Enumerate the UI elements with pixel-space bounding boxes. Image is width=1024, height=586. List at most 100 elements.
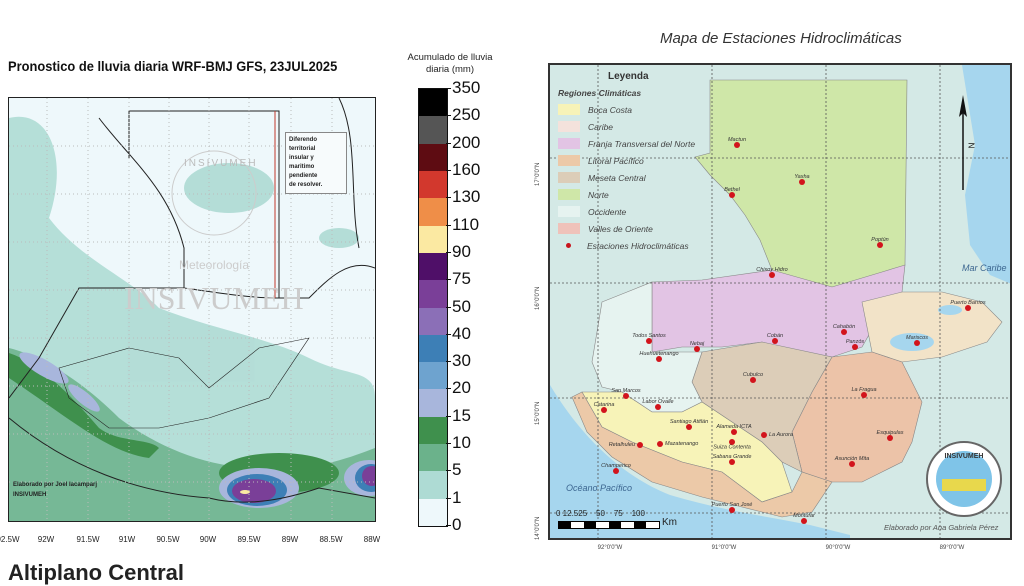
station-dot-icon	[566, 243, 571, 248]
station-marker[interactable]	[729, 459, 735, 465]
legend-item: Meseta Central	[558, 169, 695, 186]
station-marker[interactable]	[877, 242, 883, 248]
station-marker[interactable]	[841, 329, 847, 335]
colorbar-label: 75	[446, 269, 471, 289]
station-label: Retalhuleu	[608, 442, 635, 448]
station-marker[interactable]	[601, 407, 607, 413]
station-label: Montúfar	[793, 513, 815, 520]
station-marker[interactable]	[769, 272, 775, 278]
station-marker[interactable]	[729, 507, 735, 513]
station-marker[interactable]	[686, 424, 692, 430]
left-credit: Elaborado por Joel Iacamparj INSIVUMEH	[13, 480, 97, 500]
station-label: Poptún	[871, 237, 889, 244]
scale-ticks: 0 12.525 50 75 100	[556, 509, 645, 518]
legend-label: Norte	[588, 189, 609, 200]
station-label: Catarina	[593, 402, 615, 409]
colorbar-segment	[419, 444, 447, 472]
station-marker[interactable]	[801, 518, 807, 524]
colorbar-segment	[419, 198, 447, 226]
legend-item: Caribe	[558, 118, 695, 135]
regions-layer	[550, 65, 1010, 538]
station-marker[interactable]	[646, 338, 652, 344]
legend-swatch	[558, 206, 580, 217]
station-label: La Aurora	[769, 432, 793, 438]
note-line: maritimo	[289, 164, 315, 170]
legend-item: Boca Costa	[558, 101, 695, 118]
station-label: Panzós	[845, 339, 865, 346]
colorbar-label: 160	[445, 159, 481, 179]
legend-swatch	[558, 172, 580, 183]
station-label: Sabana Grande	[712, 454, 752, 461]
scale-unit: Km	[662, 517, 677, 528]
station-label: Todos Santos	[632, 333, 666, 340]
right-credit: Elaborado por Ana Gabriela Pérez	[884, 523, 999, 532]
station-marker[interactable]	[731, 429, 737, 435]
station-marker[interactable]	[799, 179, 805, 185]
colorbar-segment	[419, 334, 447, 363]
colorbar	[418, 88, 448, 527]
legend: Leyenda Regiones Climáticas Boca Costa Ca…	[558, 71, 695, 254]
station-marker[interactable]	[750, 377, 756, 383]
station-marker[interactable]	[637, 442, 643, 448]
station-marker[interactable]	[887, 435, 893, 441]
north-label: N	[966, 142, 976, 149]
rainfall-forecast-map: INSIVUMEH Meteorología INSIVUMEH Diferen…	[8, 97, 376, 522]
station-label: Cahabón	[832, 324, 856, 331]
colorbar-segment	[419, 416, 447, 445]
legend-label: Meseta Central	[588, 172, 646, 183]
sea-label-pacifico: Océano Pacífico	[566, 483, 633, 493]
colorbar-segment	[419, 143, 447, 171]
station-marker[interactable]	[729, 192, 735, 198]
colorbar-segment	[419, 116, 447, 144]
station-label: Suiza Contenta	[713, 444, 751, 451]
station-label: Labor Ovalle	[642, 399, 674, 406]
colorbar-segment	[419, 362, 447, 390]
station-marker[interactable]	[656, 356, 662, 362]
legend-swatch	[558, 223, 580, 234]
station-label: Nebaj	[689, 341, 705, 348]
credit-line: INSIVUMEH	[13, 492, 47, 498]
station-marker[interactable]	[852, 344, 858, 350]
colorbar-label: 90	[446, 241, 471, 261]
station-marker[interactable]	[623, 393, 629, 399]
forecast-title: Pronostico de lluvia diaria WRF-BMJ GFS,…	[8, 58, 338, 74]
station-marker[interactable]	[772, 338, 778, 344]
colorbar-segment	[419, 170, 447, 199]
x-tick: 88W	[363, 535, 381, 544]
colorbar-label: 0	[445, 515, 462, 534]
station-marker[interactable]	[694, 346, 700, 352]
watermark-sub: Meteorología	[179, 258, 250, 272]
lat-label: 14°0'0"N	[535, 516, 541, 540]
station-marker[interactable]	[657, 441, 663, 447]
scale-bar	[558, 521, 660, 529]
station-marker[interactable]	[861, 392, 867, 398]
colorbar-segment	[419, 280, 447, 308]
x-tick: 91W	[118, 535, 136, 544]
station-label: Alameda ICTA	[716, 424, 752, 431]
colorbar-title: Acumulado de lluvia diaria (mm)	[407, 52, 493, 75]
legend-label: Occidente	[588, 206, 627, 217]
colorbar-label: 40	[446, 323, 471, 343]
station-marker[interactable]	[734, 142, 740, 148]
station-marker[interactable]	[655, 404, 661, 410]
colorbar-segment	[419, 471, 447, 499]
x-tick: 91.5W	[76, 535, 100, 544]
legend-label: Valles de Oriente	[588, 223, 653, 234]
legend-item: Norte	[558, 186, 695, 203]
station-marker[interactable]	[613, 468, 619, 474]
station-marker[interactable]	[729, 439, 735, 445]
station-label: Puerto San José	[711, 502, 753, 509]
station-marker[interactable]	[965, 305, 971, 311]
station-label: Cobán	[766, 333, 784, 340]
lon-label: 91°0'0"W	[711, 545, 737, 551]
credit-line: Elaborado por Joel Iacamparj	[13, 482, 98, 488]
colorbar-label: 10	[446, 433, 471, 453]
legend-item-stations: Estaciones Hidroclimáticas	[558, 237, 695, 254]
station-marker[interactable]	[761, 432, 767, 438]
station-label: Yaxha	[794, 174, 810, 181]
legend-item: Franja Transversal del Norte	[558, 135, 695, 152]
station-marker[interactable]	[849, 461, 855, 467]
lon-label: 90°0'0"W	[825, 545, 851, 551]
station-marker[interactable]	[914, 340, 920, 346]
hydroclimatic-stations-map: Leyenda Regiones Climáticas Boca Costa Ca…	[548, 63, 1012, 540]
